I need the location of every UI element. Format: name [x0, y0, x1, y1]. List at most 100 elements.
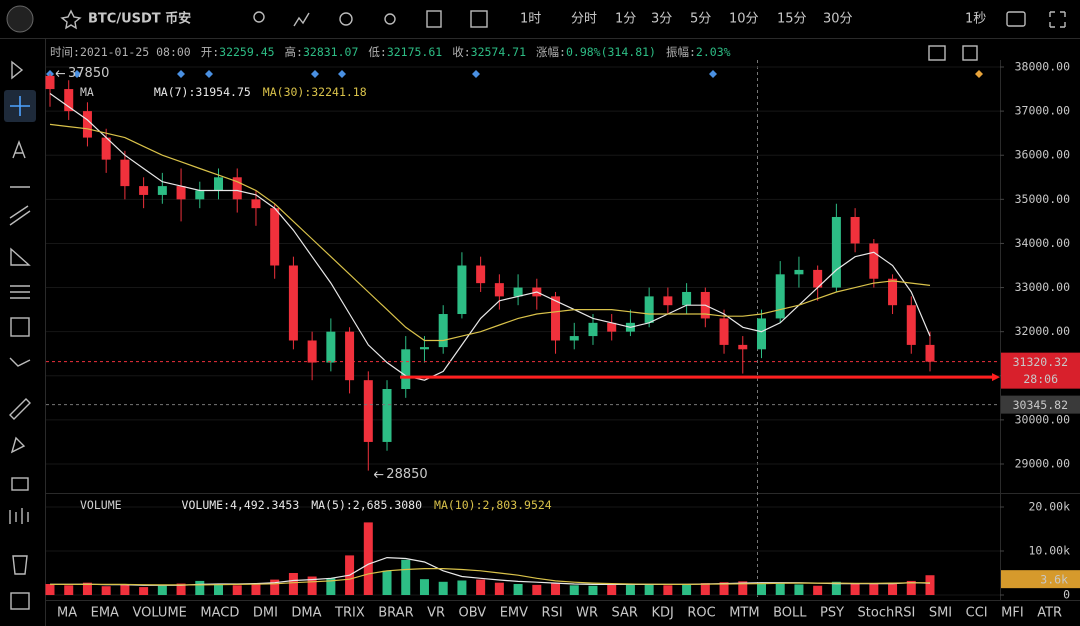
y-tick-label: 38000.00	[1015, 60, 1070, 74]
candle-body	[682, 291, 692, 306]
volume-bar	[157, 585, 167, 596]
interval-tab[interactable]: 5分	[690, 12, 711, 27]
volume-bar	[663, 585, 673, 596]
volume-bar	[850, 583, 860, 596]
indicator-tab[interactable]: ROC	[687, 606, 715, 621]
interval-tab[interactable]: 3分	[651, 12, 672, 27]
indicator-tab[interactable]: RSI	[542, 606, 563, 621]
indicator-tab[interactable]: KDJ	[651, 606, 673, 621]
candle-body	[719, 318, 729, 345]
legend: MA MA(7):31954.75 MA(30):32241.18	[80, 85, 367, 99]
ruler-tool[interactable]	[9, 398, 31, 420]
favorite-icon[interactable]	[60, 9, 82, 30]
volume-bar	[869, 584, 879, 596]
settings-icon[interactable]	[339, 12, 353, 26]
indicator-tab[interactable]: PSY	[820, 606, 844, 621]
indicator-tab[interactable]: WR	[576, 606, 598, 621]
indicator-tab[interactable]: StochRSI	[858, 606, 916, 621]
candle-body	[644, 296, 654, 323]
volume-bar	[363, 522, 373, 596]
indicator-tab[interactable]: MACD	[200, 606, 239, 621]
interval-tab[interactable]: 1时	[520, 12, 541, 27]
pattern-tool[interactable]	[9, 357, 31, 367]
candle-body	[569, 336, 579, 341]
volume-bar	[82, 582, 92, 596]
indicator-tab[interactable]: DMI	[253, 606, 278, 621]
interval-seconds[interactable]: 1秒	[965, 12, 986, 27]
chart-icon[interactable]	[470, 10, 488, 28]
candle-body	[251, 199, 261, 209]
legend-entry: MA(30):32241.18	[263, 85, 367, 99]
indicator-tab[interactable]: MA	[57, 606, 77, 621]
y-tick-label: 30000.00	[1015, 412, 1070, 426]
indicator-tab[interactable]: MTM	[729, 606, 759, 621]
indicator-tab[interactable]: ATR	[1037, 606, 1062, 621]
crosshair-tool[interactable]	[10, 96, 30, 116]
indicator-tab[interactable]: SAR	[612, 606, 638, 621]
volume-tag	[1001, 570, 1080, 589]
export-tool[interactable]	[10, 592, 30, 610]
layout-icon[interactable]	[426, 10, 442, 28]
fullscreen-icon[interactable]	[1049, 11, 1066, 28]
volume-bar	[251, 584, 261, 596]
event-marker[interactable]	[472, 70, 480, 78]
logo[interactable]	[6, 5, 34, 33]
indicator-tab[interactable]: VR	[427, 606, 445, 621]
indicator-tab[interactable]: BRAR	[378, 606, 413, 621]
indicator-tool[interactable]	[9, 508, 29, 524]
search-icon[interactable]	[253, 11, 265, 23]
indicator-tab[interactable]: TRIX	[334, 606, 365, 621]
candle-body	[438, 314, 448, 348]
shape-tool[interactable]	[10, 247, 31, 266]
event-marker[interactable]	[311, 70, 319, 78]
interval-tab[interactable]: 1分	[615, 12, 636, 27]
legend-entry: VOLUME:4,492.3453	[182, 498, 300, 512]
indicator-tab[interactable]: OBV	[459, 606, 487, 621]
indicator-tab[interactable]: EMV	[500, 606, 528, 621]
volume-bar	[176, 583, 186, 596]
screenshot-icon[interactable]	[1006, 11, 1026, 27]
indicator-tab[interactable]: BOLL	[773, 606, 807, 621]
candle-body	[382, 389, 392, 442]
candle-body	[607, 322, 617, 332]
indicator-tab[interactable]: MFI	[1001, 606, 1024, 621]
event-marker[interactable]	[338, 70, 346, 78]
delete-tool[interactable]	[12, 555, 28, 575]
event-marker[interactable]	[73, 70, 81, 78]
info-label: 低:	[368, 45, 386, 59]
pen-tool[interactable]	[10, 436, 26, 454]
indicator-tab[interactable]: EMA	[91, 606, 119, 621]
interval-tab[interactable]: 分时	[571, 12, 597, 27]
rect-tool[interactable]	[10, 317, 30, 337]
lock-tool[interactable]	[11, 477, 29, 491]
candle-body	[270, 208, 280, 266]
event-marker[interactable]	[177, 70, 185, 78]
indicator-tab[interactable]: SMI	[929, 606, 952, 621]
interval-tab[interactable]: 30分	[823, 12, 853, 27]
info-label: 收:	[452, 45, 470, 59]
indicator-tab[interactable]: DMA	[291, 606, 321, 621]
candle-body	[813, 269, 823, 288]
interval-tab[interactable]: 15分	[777, 12, 807, 27]
legend-entry: MA(7):31954.75	[154, 85, 251, 99]
cursor-tool[interactable]	[11, 60, 24, 80]
y-tick-label: 0	[1063, 588, 1070, 602]
indicator-tab[interactable]: VOLUME	[132, 606, 186, 621]
pane-settings-icon[interactable]	[928, 45, 946, 61]
info-value: 2021-01-25 08:00	[80, 45, 191, 59]
indicator-tab[interactable]: CCI	[966, 606, 988, 621]
pane-maximize-icon[interactable]	[962, 45, 978, 61]
event-marker[interactable]	[975, 70, 983, 78]
indicator-icon[interactable]	[293, 12, 310, 27]
text-tool[interactable]	[12, 140, 26, 159]
channel-tool[interactable]	[9, 205, 31, 226]
fib-tool[interactable]	[10, 285, 30, 299]
interval-tab[interactable]: 10分	[729, 12, 759, 27]
event-marker[interactable]	[205, 70, 213, 78]
theme-icon[interactable]	[384, 13, 396, 25]
symbol[interactable]: BTC/USDT 币安	[88, 11, 191, 27]
volume-bar	[120, 584, 130, 596]
ray-arrow	[992, 373, 1000, 382]
info-value: 32831.07	[303, 45, 358, 59]
event-marker[interactable]	[709, 70, 717, 78]
